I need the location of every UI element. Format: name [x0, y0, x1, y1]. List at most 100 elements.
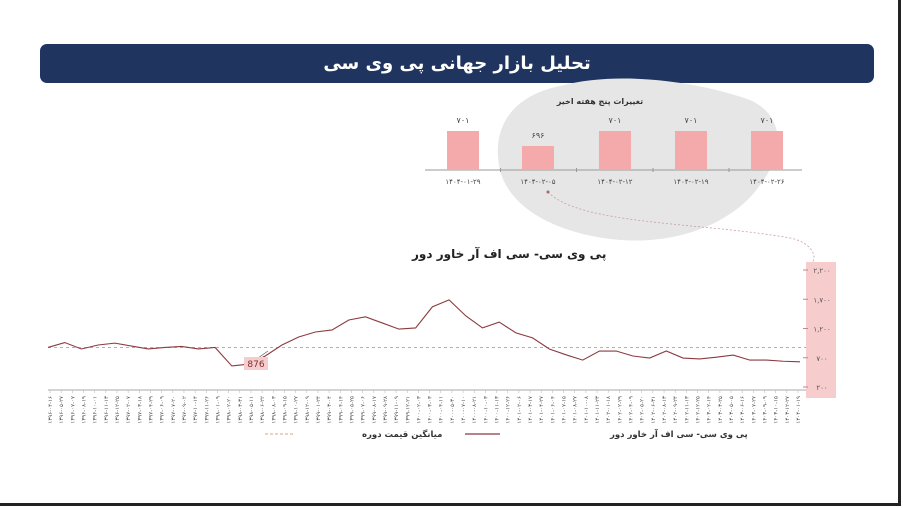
x-tick-label: ۱۳۹۸-۰۲-۲۰ — [227, 396, 233, 424]
x-tick-label: ۱۳۹۹-۱۱-۰۹ — [394, 396, 400, 424]
x-tick-label: ۱۳۹۹-۰۱-۲۴ — [316, 396, 322, 424]
bar-value-label: ۷۰۱ — [457, 116, 470, 125]
bar-value-label: ۶۹۶ — [532, 131, 545, 140]
x-tick-label: ۱۴۰۲-۱۲-۲۵ — [696, 396, 702, 424]
x-tick-label: ۱۳۹۹-۰۸-۱۷ — [372, 396, 378, 424]
x-tick-label: ۱۳۹۷-۰۹-۰۲ — [182, 396, 188, 424]
x-tick-label: ۱۴۰۰-۰۲-۰۳ — [416, 396, 422, 424]
x-tick-label: ۱۳۹۸-۰۳-۳۱ — [238, 396, 244, 424]
x-tick-label: ۱۴۰۱-۰۶-۰۴ — [550, 396, 556, 424]
bar — [675, 131, 707, 170]
x-tick-label: ۱۳۹۶-۱۰-۰۱ — [93, 396, 99, 424]
line-chart-title: پی وی سی- سی اف آر خاور دور — [411, 246, 606, 262]
x-tick-label: ۱۴۰۲-۱۱-۱۳ — [684, 396, 690, 424]
x-tick-label: ۱۳۹۸-۰۹-۱۵ — [282, 396, 288, 424]
x-tick-label: ۱۳۹۸-۰۵-۱۱ — [249, 396, 255, 424]
x-tick-label: ۱۴۰۳-۰۳-۲۵ — [718, 396, 724, 424]
bar-category-label: ۱۴۰۴-۰۲-۰۵ — [520, 178, 555, 186]
bar-value-label: ۷۰۱ — [609, 116, 622, 125]
x-tick-label: ۱۳۹۷-۰۶-۰۹ — [160, 396, 166, 424]
x-tick-label: ۱۳۹۷-۱۰-۱۴ — [193, 396, 199, 424]
x-tick-label: ۱۳۹۹-۰۹-۲۸ — [383, 396, 389, 424]
y-tick-label: ۷۰۰ — [816, 355, 827, 363]
x-tick-label: ۱۴۰۲-۰۱-۱۸ — [606, 396, 612, 424]
x-tick-label: ۱۴۰۱-۰۸-۲۷ — [573, 396, 579, 424]
x-tick-label: ۱۴۰۱-۱۱-۲۳ — [595, 396, 601, 424]
x-tick-label: ۱۳۹۶-۱۲-۲۵ — [115, 396, 121, 424]
y-tick-label: ۱,۷۰۰ — [813, 296, 830, 304]
x-tick-label: ۱۴۰۰-۱۲-۲۶ — [506, 396, 512, 424]
x-tick-label: ۱۴۰۳-۰۶-۱۶ — [740, 396, 746, 424]
x-tick-label: ۱۴۰۱-۰۷-۱۵ — [562, 396, 568, 424]
x-tick-label: ۱۳۹۷-۰۷-۲۰ — [171, 396, 177, 424]
bar — [599, 131, 631, 170]
x-tick-label: ۱۴۰۲-۰۲-۲۹ — [617, 396, 623, 424]
bar-value-label: ۷۰۱ — [761, 116, 774, 125]
x-tick-label: ۱۴۰۴-۰۱-۱۹ — [796, 396, 802, 424]
x-tick-label: ۱۴۰۰-۰۳-۰۳ — [428, 396, 434, 424]
x-tick-label: ۱۳۹۶-۰۷-۰۷ — [70, 396, 76, 424]
average-badge-pointer — [257, 350, 269, 359]
x-tick-label: ۱۴۰۳-۰۲-۱۴ — [707, 396, 713, 424]
x-tick-label: ۱۳۹۶-۰۴-۱۶ — [48, 396, 54, 424]
x-tick-label: ۱۳۹۶-۰۵-۲۷ — [59, 396, 65, 424]
x-tick-label: ۱۳۹۹-۰۴-۱۴ — [338, 396, 344, 424]
bar — [447, 131, 479, 170]
x-tick-label: ۱۴۰۱-۱۰-۰۸ — [584, 396, 590, 424]
x-tick-label: ۱۴۰۰-۱۱-۱۳ — [495, 396, 501, 424]
x-tick-label: ۱۳۹۷-۰۳-۱۸ — [137, 396, 143, 424]
x-tick-label: ۱۳۹۷-۰۲-۰۷ — [126, 396, 132, 424]
x-tick-label: ۱۴۰۳-۰۵-۰۵ — [729, 396, 735, 424]
average-badge — [244, 357, 268, 370]
bar — [751, 131, 783, 170]
highlight-blob — [497, 78, 778, 241]
legend-series-label: پی وی سی- سی اف آر خاور دور — [609, 428, 748, 440]
bar-chart-title: تغییرات پنج هفته اخیر — [556, 97, 643, 106]
x-tick-label: ۱۳۹۹-۱۲-۲۱ — [405, 396, 411, 424]
x-tick-label: ۱۴۰۱-۰۳-۱۷ — [528, 396, 534, 424]
x-tick-label: ۱۳۹۸-۱۰-۲۷ — [294, 396, 300, 424]
y-tick-label: ۲۰۰ — [816, 384, 827, 392]
x-tick-label: ۱۴۰۲-۰۴-۰۹ — [629, 396, 635, 424]
y-axis-band — [806, 262, 836, 398]
x-tick-label: ۱۳۹۸-۱۲-۰۹ — [305, 396, 311, 424]
y-tick-label: ۱,۲۰۰ — [813, 326, 830, 334]
x-tick-label: ۱۴۰۲-۰۵-۲۰ — [640, 396, 646, 424]
x-tick-label: ۱۴۰۰-۱۰-۰۳ — [483, 396, 489, 424]
price-line — [47, 299, 801, 367]
x-tick-label: ۱۳۹۶-۰۸-۱۹ — [81, 396, 87, 424]
x-tick-label: ۱۴۰۲-۰۸-۱۳ — [662, 396, 668, 424]
page-title: تحلیل بازار جهانی پی وی سی — [40, 44, 874, 83]
average-badge-label: 876 — [247, 360, 264, 370]
connector-dot — [546, 190, 550, 194]
x-tick-label: ۱۳۹۶-۱۱-۱۳ — [104, 396, 110, 424]
x-tick-label: ۱۳۹۸-۰۸-۰۳ — [271, 396, 277, 424]
connector-curve — [547, 191, 815, 264]
x-tick-label: ۱۴۰۰-۰۷-۱۰ — [461, 396, 467, 424]
bar-category-label: ۱۴۰۴-۰۲-۱۹ — [673, 178, 708, 186]
x-tick-label: ۱۴۰۰-۰۵-۳۰ — [450, 396, 456, 424]
x-tick-label: ۱۴۰۲-۰۶-۳۱ — [651, 396, 657, 424]
x-tick-label: ۱۳۹۹-۰۳-۰۴ — [327, 396, 333, 424]
x-tick-label: ۱۴۰۱-۰۴-۲۷ — [539, 396, 545, 424]
x-tick-label: ۱۴۰۳-۱۰-۱۵ — [774, 396, 780, 424]
x-tick-label: ۱۴۰۳-۰۷-۲۷ — [751, 396, 757, 424]
x-tick-label: ۱۳۹۷-۰۴-۲۹ — [148, 396, 154, 424]
x-tick-label: ۱۳۹۸-۰۶-۲۲ — [260, 396, 266, 424]
bar-category-label: ۱۴۰۴-۰۲-۲۶ — [749, 178, 784, 186]
bar — [522, 146, 554, 170]
x-tick-label: ۱۴۰۳-۰۹-۰۹ — [763, 396, 769, 424]
bar-category-label: ۱۴۰۴-۰۱-۲۹ — [445, 178, 480, 186]
x-tick-label: ۱۴۰۰-۰۴-۱۱ — [439, 396, 445, 424]
x-tick-label: ۱۳۹۹-۰۵-۲۵ — [349, 396, 355, 424]
x-tick-label: ۱۴۰۲-۰۹-۲۴ — [673, 396, 679, 424]
bar-value-label: ۷۰۱ — [685, 116, 698, 125]
x-tick-label: ۱۴۰۳-۱۲-۲۷ — [785, 396, 791, 424]
x-tick-label: ۱۳۹۸-۰۱-۰۹ — [215, 396, 221, 424]
y-tick-label: ۲,۲۰۰ — [813, 267, 830, 275]
bar-category-label: ۱۴۰۴-۰۲-۱۲ — [597, 178, 632, 186]
x-tick-label: ۱۳۹۷-۱۱-۲۶ — [204, 396, 210, 424]
x-tick-label: ۱۴۰۰-۰۸-۲۱ — [472, 396, 478, 424]
